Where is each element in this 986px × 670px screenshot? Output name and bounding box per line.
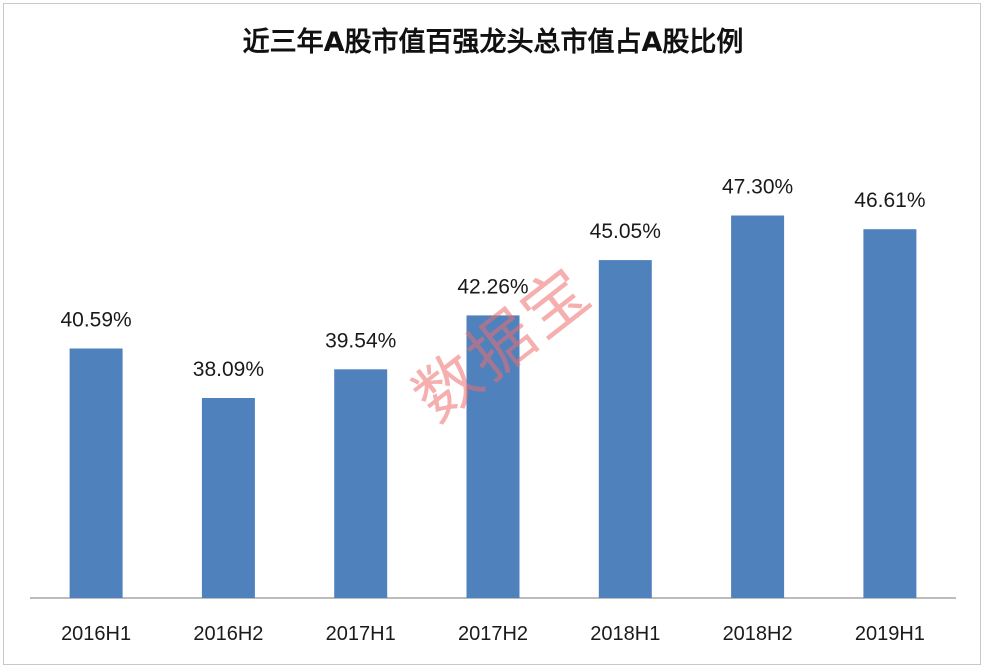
bar-2019H1 [863,229,917,598]
data-label-2019H1: 46.61% [854,189,925,212]
bar-2018H1 [598,260,652,598]
bar-2016H2 [201,398,255,598]
x-tick-label-2019H1: 2019H1 [855,623,925,645]
data-label-2016H1: 40.59% [60,309,131,332]
data-label-2016H2: 38.09% [193,358,264,381]
x-tick-label-2016H1: 2016H1 [61,623,131,645]
data-label-2018H2: 47.30% [722,176,793,199]
chart-frame [3,3,981,665]
x-tick-label-2018H2: 2018H2 [723,623,793,645]
data-label-2017H2: 42.26% [457,275,528,298]
x-tick-label-2017H1: 2017H1 [326,623,396,645]
bar-2017H2 [466,315,520,598]
x-tick-label-2016H2: 2016H2 [193,623,263,645]
bar-2016H1 [69,348,123,598]
data-label-2018H1: 45.05% [590,220,661,243]
data-label-2017H1: 39.54% [325,329,396,352]
x-tick-label-2018H1: 2018H1 [590,623,660,645]
chart-title: 近三年A股市值百强龙头总市值占A股比例 [242,27,744,58]
bar-2018H2 [731,215,785,598]
x-tick-label-2017H2: 2017H2 [458,623,528,645]
bar-2017H1 [334,369,388,598]
